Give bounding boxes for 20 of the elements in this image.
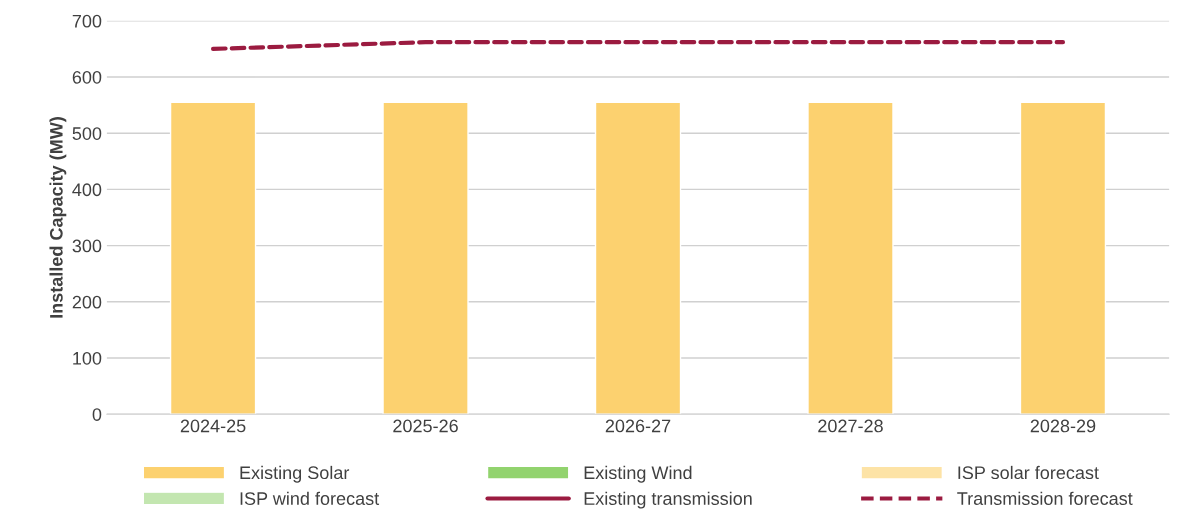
y-axis-title: Installed Capacity (MW) <box>49 117 67 318</box>
x-tick-label: 2028-29 <box>1030 419 1096 433</box>
legend-label: Transmission forecast <box>957 491 1133 505</box>
y-tick-label: 600 <box>72 70 102 84</box>
legend-label: ISP solar forecast <box>958 465 1099 480</box>
legend-label: ISP wind forecast <box>240 491 380 505</box>
y-tick-label: 0 <box>92 408 102 421</box>
legend-label: Existing Solar <box>240 465 350 483</box>
y-tick-label: 400 <box>72 183 102 197</box>
y-tick-label: 100 <box>73 351 102 365</box>
x-tick-label: 2026-27 <box>605 419 671 433</box>
y-tick-label: 200 <box>72 295 102 309</box>
y-tick-label: 500 <box>72 127 102 140</box>
legend-label: Existing transmission <box>584 491 752 509</box>
x-tick-label: 2027-28 <box>818 419 883 433</box>
x-tick-label: 2025-26 <box>393 419 458 433</box>
x-tick-label: 2024-25 <box>180 419 246 433</box>
y-tick-label: 300 <box>72 239 102 253</box>
y-tick-label: 700 <box>72 14 102 28</box>
legend-label: Existing Wind <box>584 465 692 483</box>
